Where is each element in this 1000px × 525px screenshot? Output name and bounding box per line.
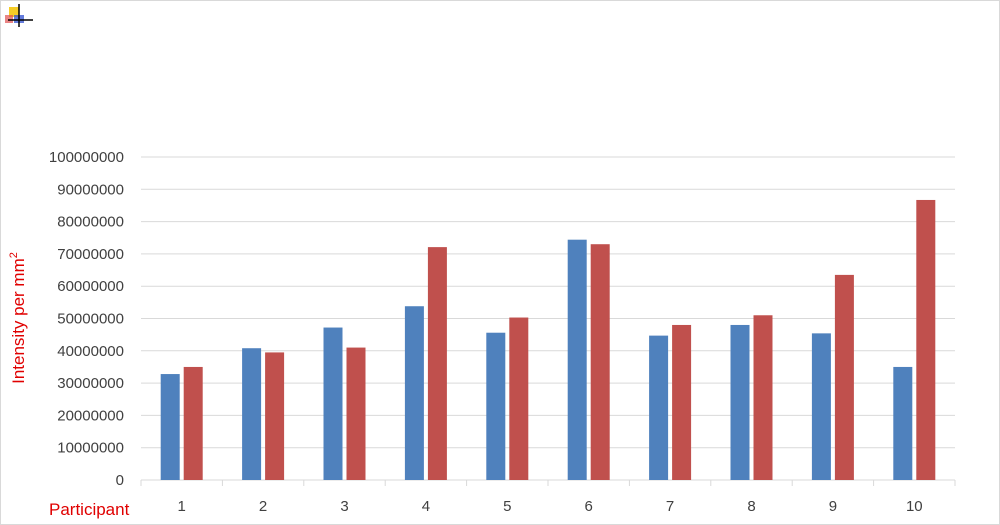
x-tick-labels: 1 2 3 4 5 6 7 8 9 10 (178, 498, 923, 515)
y-tick-label: 90000000 (57, 181, 124, 198)
y-tick-labels: 0 10000000 20000000 30000000 40000000 5000000… (49, 149, 124, 489)
bar-series-1-participant-1 (160, 374, 180, 480)
bar-series-2-participant-9 (834, 274, 854, 480)
x-tick-label: 1 (178, 498, 186, 515)
bar-series-2-participant-2 (265, 352, 285, 480)
bar-series-1-participant-10 (893, 366, 913, 480)
x-tick-label: 10 (906, 498, 923, 515)
bar-series-1-participant-6 (567, 239, 587, 480)
y-tick-label: 60000000 (57, 278, 124, 295)
y-tick-label: 30000000 (57, 375, 124, 392)
y-tick-label: 70000000 (57, 246, 124, 263)
bar-series-2-participant-8 (753, 315, 773, 480)
bar-series-2-participant-6 (590, 244, 610, 480)
bar-series-1-participant-5 (486, 332, 506, 480)
y-tick-label: 80000000 (57, 214, 124, 231)
bar-series-2-participant-4 (427, 247, 447, 480)
x-tick-label: 7 (666, 498, 674, 515)
app-icon (5, 4, 33, 27)
bar-series-2-participant-7 (672, 324, 692, 480)
y-axis-title-superscript: 2 (8, 252, 20, 258)
bar-series-1-participant-4 (404, 306, 424, 480)
gridlines (140, 156, 956, 486)
y-tick-label: 0 (116, 472, 124, 489)
bar-series-1-participant-7 (649, 335, 669, 480)
bars (160, 199, 936, 481)
x-tick-label: 5 (503, 498, 511, 515)
bar-series-1-participant-9 (811, 333, 831, 480)
x-tick-label: 2 (259, 498, 267, 515)
x-tick-label: 9 (829, 498, 837, 515)
y-tick-label: 40000000 (57, 343, 124, 360)
bar-series-1-participant-2 (242, 348, 262, 480)
bar-series-2-participant-10 (916, 199, 936, 481)
y-tick-label: 50000000 (57, 311, 124, 328)
bar-series-2-participant-1 (183, 366, 203, 480)
x-tick-label: 4 (422, 498, 430, 515)
y-tick-label: 100000000 (49, 149, 124, 166)
x-tick-label: 6 (585, 498, 593, 515)
y-axis-title-text: Intensity per mm (9, 258, 28, 384)
bar-series-1-participant-3 (323, 327, 343, 480)
bar-series-1-participant-8 (730, 324, 750, 480)
y-tick-label: 20000000 (57, 407, 124, 424)
y-tick-label: 10000000 (57, 440, 124, 457)
x-tick-label: 3 (340, 498, 348, 515)
x-axis-title: Participant (49, 500, 130, 519)
x-tick-label: 8 (747, 498, 755, 515)
y-axis-title: Intensity per mm2 (8, 252, 28, 384)
bar-series-2-participant-3 (346, 347, 366, 480)
bar-series-2-participant-5 (509, 317, 529, 480)
